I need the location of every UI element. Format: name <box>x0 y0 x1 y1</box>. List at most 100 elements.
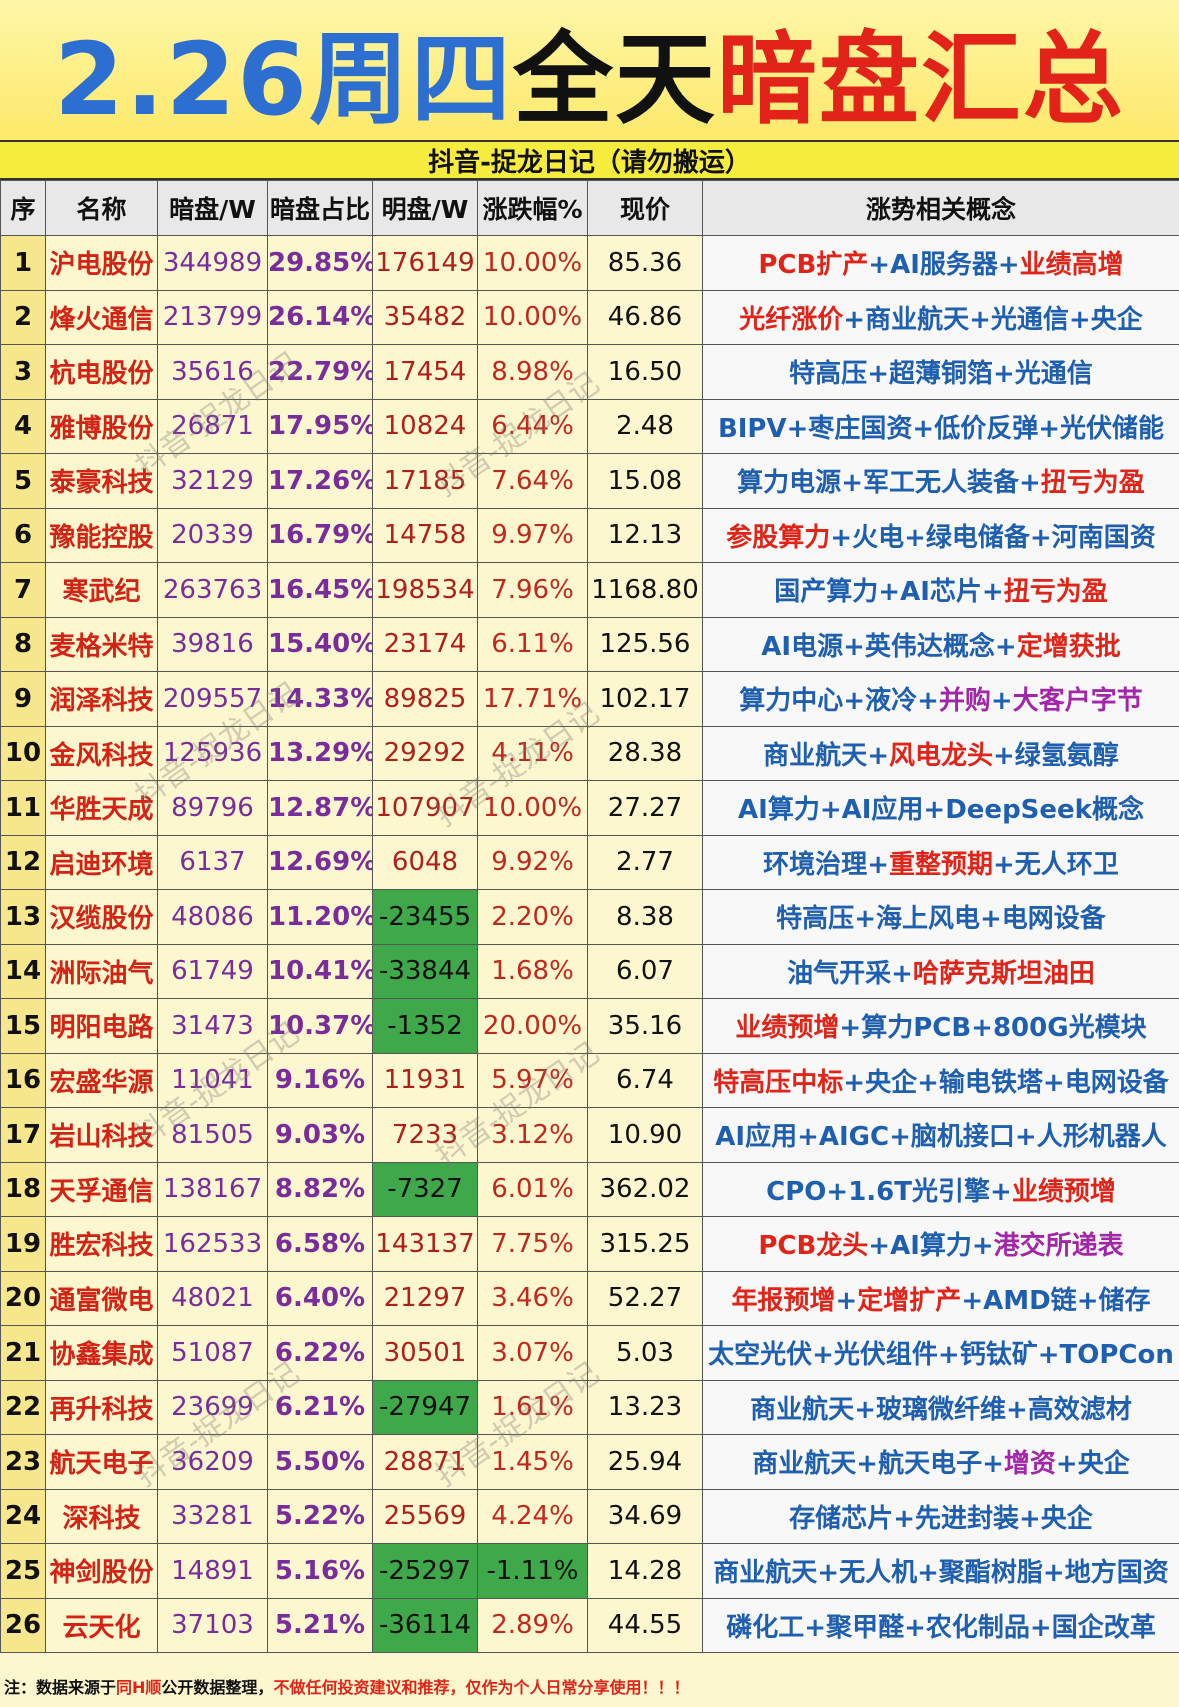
title-date: 2.26周四 <box>54 20 513 138</box>
concepts-cell: 商业航天+玻璃微纤维+高效滤材 <box>702 1379 1179 1435</box>
table-row: 9 润泽科技 209557 14.33% 89825 17.71% 102.17 算力中心+液… <box>0 671 1179 727</box>
concepts-cell: 太空光伏+光伏组件+钙钛矿+TOPCon <box>702 1325 1179 1381</box>
concept-tag: 港交所递表 <box>993 1231 1124 1262</box>
dark-volume: 33281 <box>157 1488 268 1544</box>
plus-separator: + <box>889 1122 911 1153</box>
concept-tag: DeepSeek概念 <box>945 795 1144 826</box>
plus-separator: + <box>1029 522 1052 553</box>
current-price: 1168.80 <box>587 562 703 618</box>
concept-tag: BIPV <box>717 413 787 444</box>
dark-volume: 26871 <box>157 398 268 454</box>
concept-tag: 算力电源 <box>737 468 842 499</box>
dark-ratio: 6.40% <box>267 1270 373 1326</box>
row-number: 2 <box>0 289 46 345</box>
stock-name: 启迪环境 <box>45 834 158 890</box>
header-bright: 明盘/W <box>372 180 478 236</box>
table-row: 5 泰豪科技 32129 17.26% 17185 7.64% 15.08 算力电源+军工无人… <box>0 453 1179 509</box>
concept-tag: 先进封装 <box>914 1503 1019 1534</box>
dark-ratio: 15.40% <box>267 616 373 672</box>
page-title: 2.26周四 全天 暗盘汇总 <box>0 0 1179 140</box>
concept-tag: 河南国资 <box>1051 522 1156 553</box>
concept-tag: 低价反弹 <box>934 413 1039 444</box>
plus-separator: + <box>868 1231 891 1262</box>
concept-tag: 聚甲醛 <box>826 1612 905 1643</box>
dark-ratio: 10.37% <box>267 998 373 1054</box>
dark-ratio: 11.20% <box>267 889 373 945</box>
concept-tag: AI芯片 <box>900 577 982 608</box>
concept-tag: PCB扩产 <box>758 250 869 281</box>
change-percent: 7.64% <box>477 453 588 509</box>
concept-tag: 太空光伏 <box>708 1340 813 1371</box>
concepts-cell: 年报预增+定增扩产+AMD链+储存 <box>702 1270 1179 1326</box>
dark-volume: 209557 <box>157 671 268 727</box>
footer-warning: 不做任何投资建议和推荐，仅作为个人日常分享使用！！！ <box>273 1677 690 1697</box>
bright-volume: -1352 <box>372 998 478 1054</box>
table-row: 12 启迪环境 6137 12.69% 6048 9.92% 2.77 环境治理+重整预期+无… <box>0 834 1179 890</box>
bright-volume: 7233 <box>372 1107 478 1163</box>
stock-name: 通富微电 <box>45 1270 158 1326</box>
dark-ratio: 5.16% <box>267 1543 373 1599</box>
row-number: 7 <box>0 562 46 618</box>
row-number: 26 <box>0 1597 46 1653</box>
concept-tag: 液冷 <box>865 686 918 717</box>
concept-tag: 增资 <box>1003 1449 1056 1480</box>
dark-ratio: 26.14% <box>267 289 373 345</box>
plus-separator: + <box>843 304 866 335</box>
plus-separator: + <box>854 1394 876 1425</box>
dark-ratio: 12.69% <box>267 834 373 890</box>
concept-tag: 军工无人装备 <box>862 468 1019 499</box>
table-row: 4 雅博股份 26871 17.95% 10824 6.44% 2.48 BIPV+枣庄国资+… <box>0 398 1179 454</box>
stock-name: 宏盛华源 <box>45 1052 158 1108</box>
dark-ratio: 12.87% <box>267 780 373 836</box>
row-number: 20 <box>0 1270 46 1326</box>
concept-tag: 高效滤材 <box>1027 1394 1132 1425</box>
header-ratio: 暗盘占比 <box>267 180 373 236</box>
header-dark: 暗盘/W <box>157 180 268 236</box>
table-row: 16 宏盛华源 11041 9.16% 11931 5.97% 6.74 特高压中标+央企+输… <box>0 1052 1179 1108</box>
concept-tag: 商业航天 <box>713 1558 818 1589</box>
table-row: 18 天孚通信 138167 8.82% -7327 6.01% 362.02 CPO+1.6… <box>0 1161 1179 1217</box>
plus-separator: + <box>990 1176 1012 1207</box>
plus-separator: + <box>971 1013 993 1044</box>
concept-tag: 参股算力 <box>726 522 831 553</box>
concept-tag: 商业航天 <box>763 740 868 771</box>
table-row: 6 豫能控股 20339 16.79% 14758 9.97% 12.13 参股算力+火电+绿… <box>0 507 1179 563</box>
row-number: 5 <box>0 453 46 509</box>
concept-tag: 超薄铜箔 <box>888 359 993 390</box>
concept-tag: AI应用 <box>715 1122 798 1153</box>
row-number: 9 <box>0 671 46 727</box>
dark-ratio: 17.26% <box>267 453 373 509</box>
bright-volume: -36114 <box>372 1597 478 1653</box>
concept-tag: 脑机接口 <box>910 1122 1015 1153</box>
plus-separator: + <box>917 1067 939 1098</box>
concept-tag: 哈萨克斯坦油田 <box>912 958 1095 989</box>
concepts-cell: 算力电源+军工无人装备+扭亏为盈 <box>702 453 1179 509</box>
concepts-cell: PCB龙头+AI算力+港交所递表 <box>702 1216 1179 1272</box>
current-price: 14.28 <box>587 1543 703 1599</box>
plus-separator: + <box>917 1558 939 1589</box>
plus-separator: + <box>826 1176 849 1207</box>
plus-separator: + <box>867 740 889 771</box>
concept-tag: AI应用 <box>841 795 924 826</box>
concepts-cell: 商业航天+无人机+聚酯树脂+地方国资 <box>702 1543 1179 1599</box>
bright-volume: -27947 <box>372 1379 478 1435</box>
current-price: 362.02 <box>587 1161 703 1217</box>
concept-tag: 光通信 <box>1014 359 1093 390</box>
plus-separator: + <box>878 577 901 608</box>
concept-tag: 特高压 <box>776 904 855 935</box>
concept-tag: 扭亏为盈 <box>1003 577 1108 608</box>
dark-volume: 138167 <box>157 1161 268 1217</box>
concept-tag: 算力中心 <box>739 686 844 717</box>
stock-name: 泰豪科技 <box>45 453 158 509</box>
change-percent: 20.00% <box>477 998 588 1054</box>
stock-name: 沪电股份 <box>45 235 158 291</box>
concepts-cell: 参股算力+火电+绿电储备+河南国资 <box>702 507 1179 563</box>
concepts-cell: 特高压+海上风电+电网设备 <box>702 889 1179 945</box>
plus-separator: + <box>891 958 913 989</box>
change-percent: 7.96% <box>477 562 588 618</box>
plus-separator: + <box>854 904 876 935</box>
plus-separator: + <box>971 1231 994 1262</box>
dark-ratio: 5.50% <box>267 1434 373 1490</box>
plus-separator: + <box>994 631 1017 662</box>
stock-name: 天孚通信 <box>45 1161 158 1217</box>
